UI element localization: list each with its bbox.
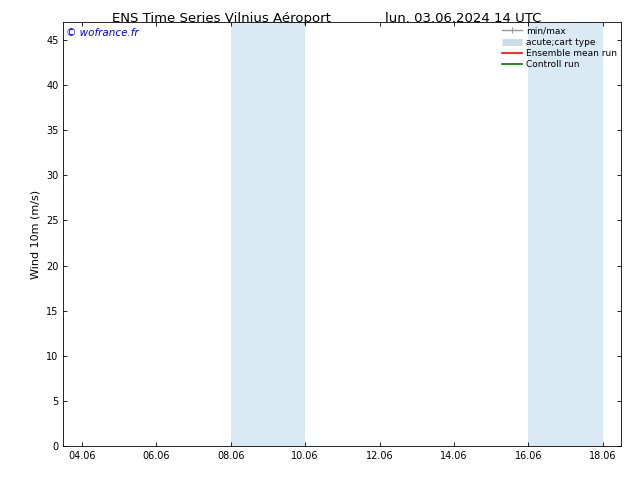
Text: lun. 03.06.2024 14 UTC: lun. 03.06.2024 14 UTC — [385, 12, 541, 25]
Y-axis label: Wind 10m (m/s): Wind 10m (m/s) — [30, 190, 41, 278]
Legend: min/max, acute;cart type, Ensemble mean run, Controll run: min/max, acute;cart type, Ensemble mean … — [500, 25, 619, 71]
Text: ENS Time Series Vilnius Aéroport: ENS Time Series Vilnius Aéroport — [112, 12, 332, 25]
Bar — [528, 22, 603, 446]
Bar — [231, 22, 305, 446]
Text: © wofrance.fr: © wofrance.fr — [66, 28, 139, 38]
